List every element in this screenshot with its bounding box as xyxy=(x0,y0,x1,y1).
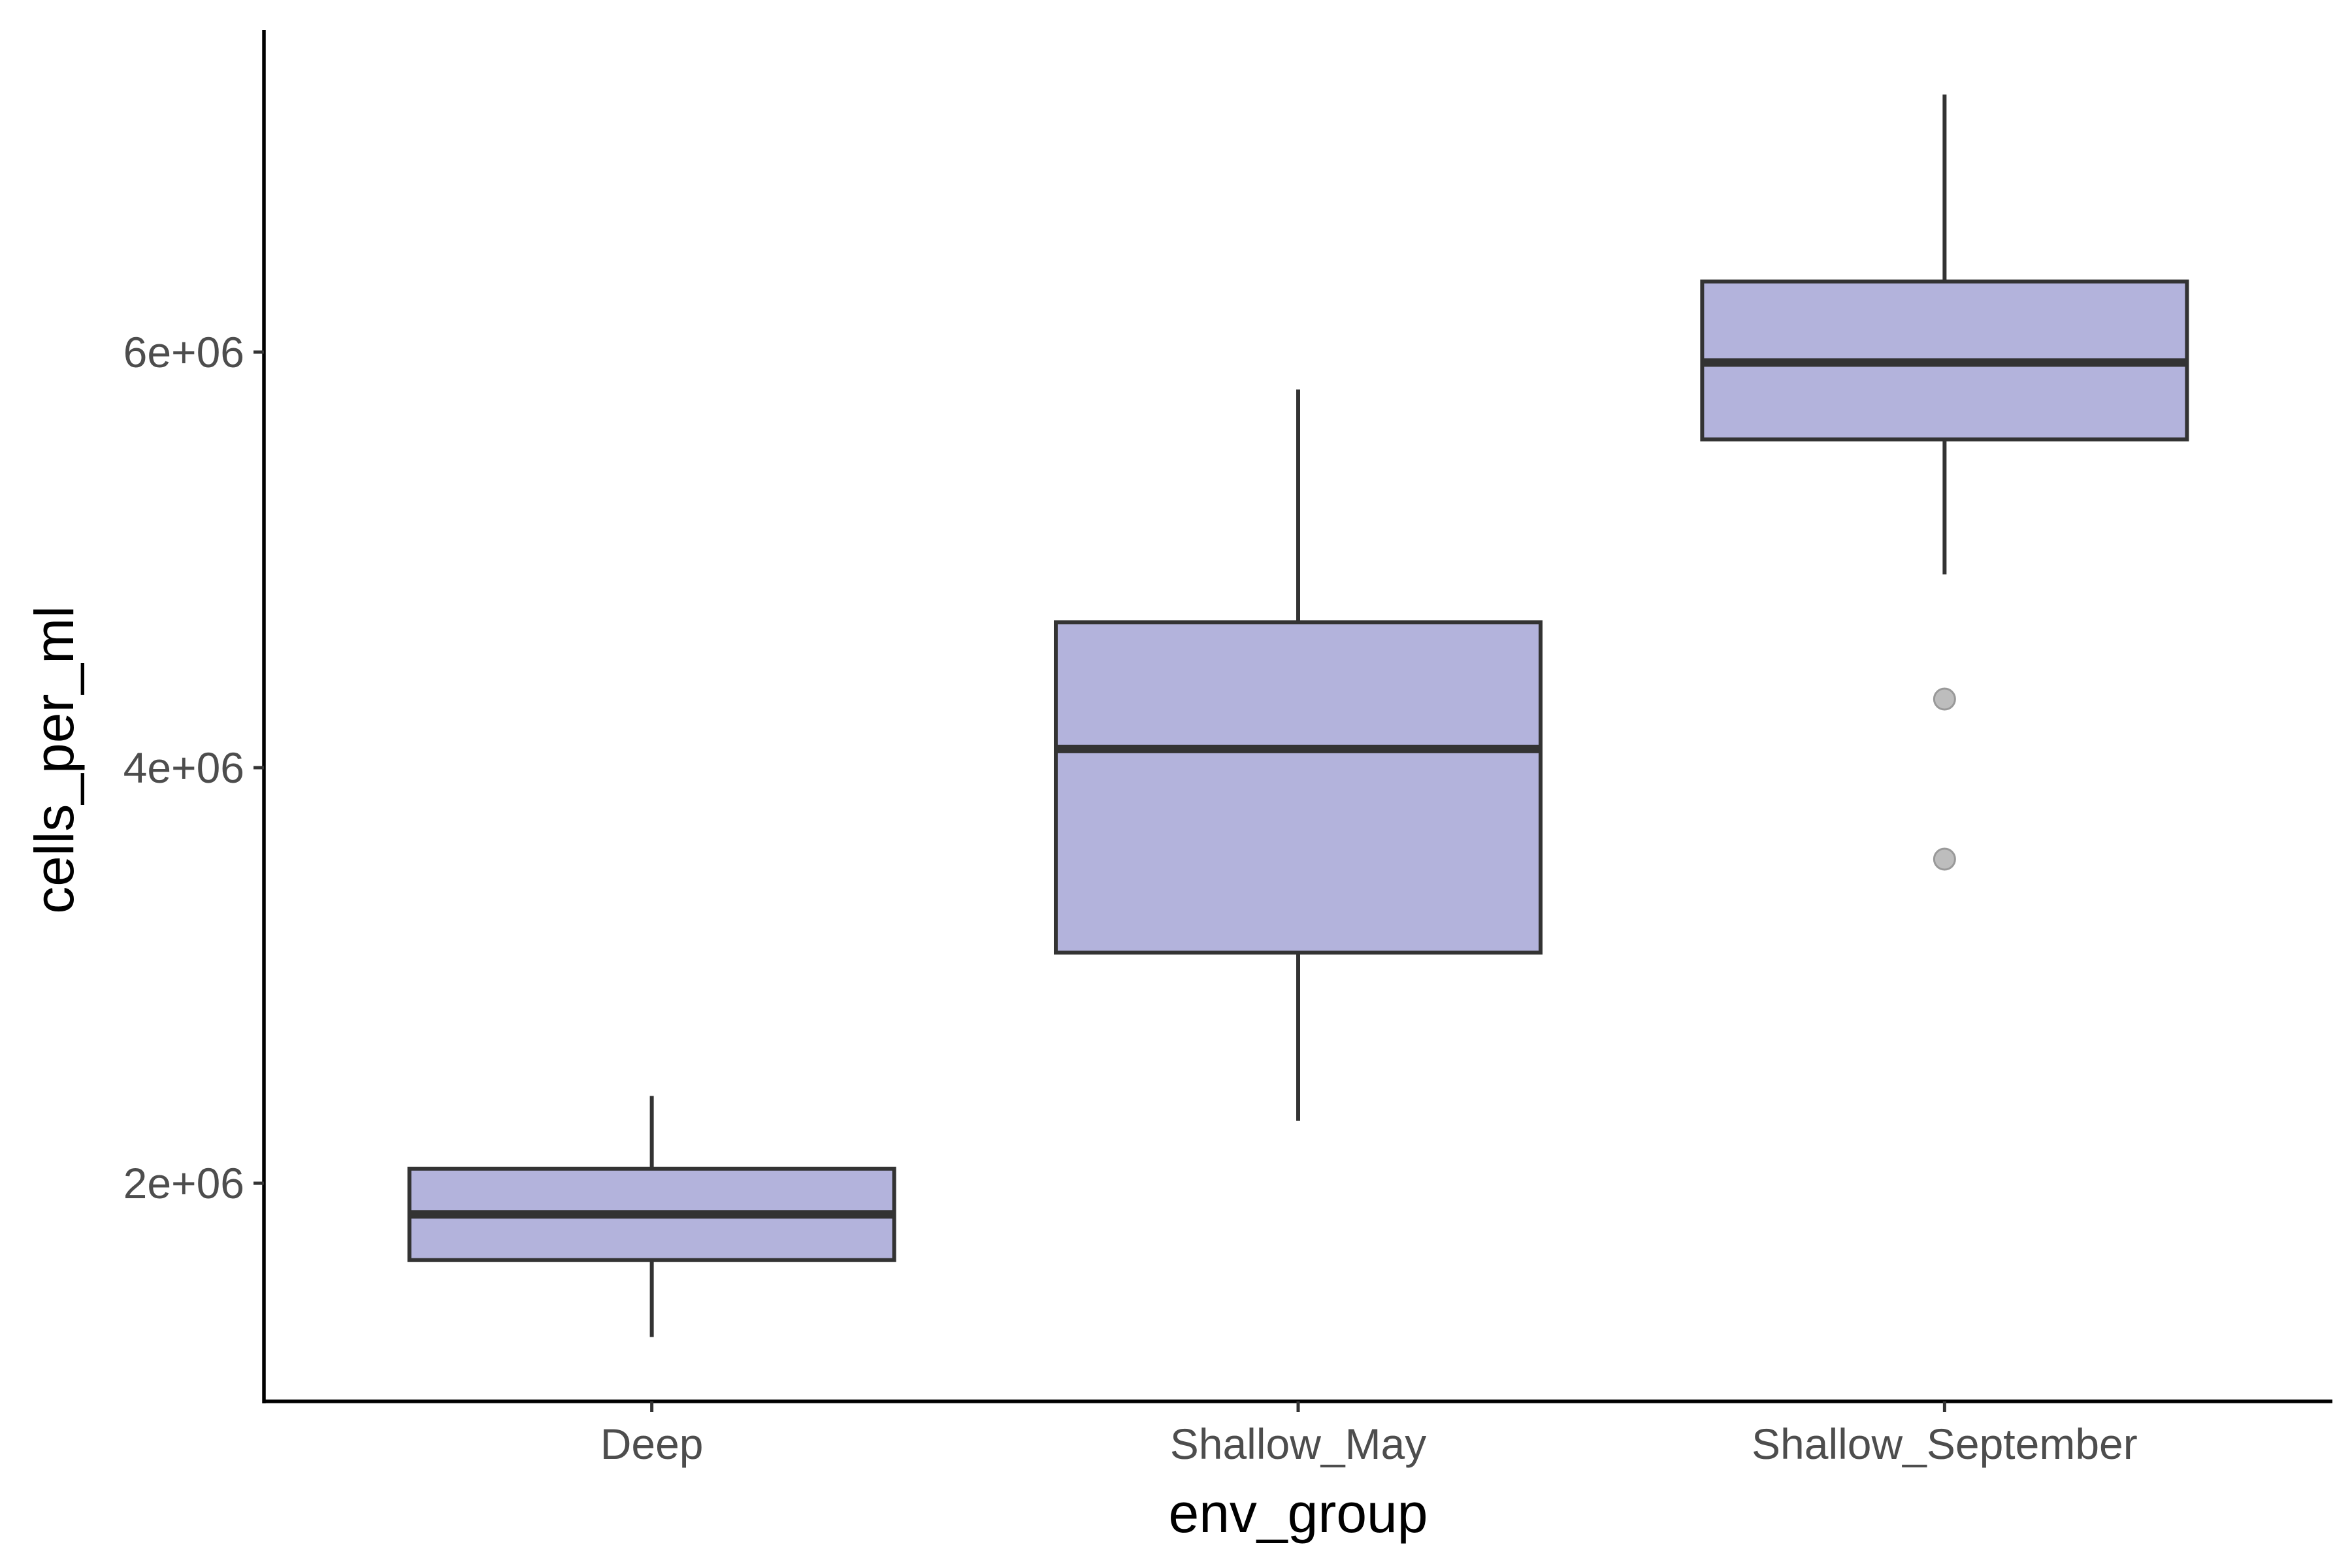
y-tick-label: 2e+06 xyxy=(123,1159,244,1207)
box-group-shallow-september xyxy=(1700,94,2189,871)
x-axis-title: env_group xyxy=(1169,1482,1428,1544)
boxes-layer xyxy=(407,94,2189,1337)
box-group-deep xyxy=(407,1096,896,1337)
box-group-shallow-may xyxy=(1053,389,1543,1121)
iqr-box xyxy=(1053,620,1543,955)
x-tick-label: Shallow_May xyxy=(1170,1420,1427,1468)
y-tick-label: 4e+06 xyxy=(123,743,244,792)
outlier-point xyxy=(1933,847,1956,871)
y-axis-title: cells_per_ml xyxy=(24,606,85,914)
x-tick-label: Deep xyxy=(600,1420,704,1468)
ticks-layer: 2e+06 4e+06 6e+06 Deep Shallow_May Shallow_Se… xyxy=(123,328,2138,1468)
outlier-point xyxy=(1933,687,1956,711)
x-tick-label: Shallow_September xyxy=(1752,1420,2138,1468)
y-tick-label: 6e+06 xyxy=(123,328,244,376)
